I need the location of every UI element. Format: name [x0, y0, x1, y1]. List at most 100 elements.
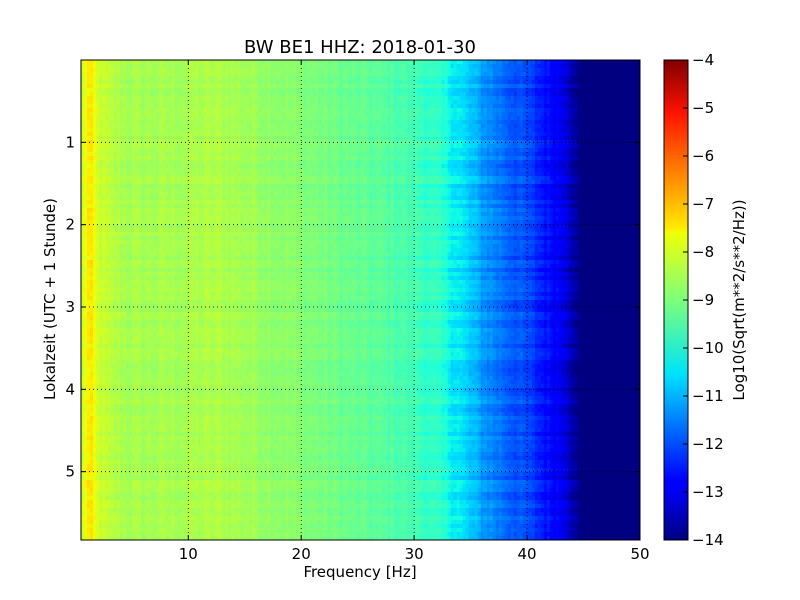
- heatmap-cell: [447, 104, 452, 109]
- heatmap-cell: [225, 88, 229, 93]
- heatmap-cell: [294, 76, 298, 81]
- heatmap-cell: [531, 108, 536, 113]
- heatmap-cell: [372, 92, 377, 97]
- heatmap-cell: [186, 96, 190, 101]
- heatmap-cell: [348, 112, 353, 117]
- heatmap-cell: [393, 64, 398, 69]
- heatmap-cell: [336, 96, 341, 101]
- heatmap-cell: [174, 84, 178, 89]
- heatmap-cell: [576, 124, 581, 129]
- heatmap-cell: [594, 76, 599, 81]
- heatmap-cell: [279, 88, 283, 93]
- heatmap-cell: [198, 76, 202, 81]
- heatmap-cell: [249, 116, 253, 121]
- heatmap-cell: [285, 72, 289, 77]
- heatmap-cell: [162, 72, 166, 77]
- heatmap-cell: [561, 104, 566, 109]
- heatmap-cell: [225, 96, 229, 101]
- heatmap-cell: [147, 80, 151, 85]
- heatmap-cell: [108, 80, 112, 85]
- heatmap-cell: [459, 64, 464, 69]
- heatmap-cell: [222, 92, 226, 97]
- heatmap-cell: [87, 116, 91, 121]
- heatmap-cell: [198, 72, 202, 77]
- heatmap-cell: [312, 72, 317, 77]
- heatmap-cell: [528, 68, 533, 73]
- heatmap-cell: [459, 124, 464, 129]
- heatmap-cell: [111, 76, 115, 81]
- heatmap-cell: [348, 100, 353, 105]
- heatmap-cell: [600, 120, 605, 125]
- heatmap-cell: [144, 120, 148, 125]
- heatmap-cell: [156, 104, 160, 109]
- heatmap-cell: [624, 76, 629, 81]
- heatmap-cell: [480, 72, 485, 77]
- heatmap-cell: [111, 100, 115, 105]
- heatmap-cell: [597, 76, 602, 81]
- heatmap-cell: [204, 124, 208, 129]
- heatmap-cell: [288, 72, 292, 77]
- heatmap-cell: [453, 104, 458, 109]
- heatmap-cell: [606, 96, 611, 101]
- heatmap-cell: [108, 92, 112, 97]
- heatmap-cell: [342, 92, 347, 97]
- heatmap-cell: [510, 124, 515, 129]
- heatmap-cell: [486, 100, 491, 105]
- heatmap-cell: [444, 72, 449, 77]
- heatmap-cell: [387, 88, 392, 93]
- heatmap-cell: [252, 124, 256, 129]
- heatmap-cell: [123, 124, 127, 129]
- heatmap-cell: [123, 116, 127, 121]
- heatmap-cell: [207, 84, 211, 89]
- heatmap-cell: [549, 76, 554, 81]
- heatmap-cell: [501, 88, 506, 93]
- heatmap-cell: [318, 120, 323, 125]
- heatmap-cell: [81, 68, 85, 73]
- heatmap-cell: [282, 112, 286, 117]
- heatmap-cell: [348, 120, 353, 125]
- chart-title: BW BE1 HHZ: 2018-01-30: [244, 37, 476, 58]
- heatmap-cell: [390, 108, 395, 113]
- heatmap-cell: [531, 92, 536, 97]
- heatmap-cell: [273, 116, 277, 121]
- heatmap-cell: [291, 128, 295, 133]
- heatmap-cell: [219, 120, 223, 125]
- heatmap-cell: [342, 104, 347, 109]
- heatmap-cell: [552, 84, 557, 89]
- heatmap-cell: [498, 68, 503, 73]
- heatmap-cell: [453, 92, 458, 97]
- heatmap-cell: [621, 100, 626, 105]
- heatmap-cell: [126, 76, 130, 81]
- heatmap-cell: [216, 92, 220, 97]
- heatmap-cell: [153, 108, 157, 113]
- heatmap-cell: [81, 120, 85, 125]
- heatmap-cell: [120, 92, 124, 97]
- heatmap-cell: [621, 104, 626, 109]
- heatmap-cell: [384, 64, 389, 69]
- heatmap-cell: [477, 84, 482, 89]
- heatmap-cell: [621, 112, 626, 117]
- heatmap-cell: [252, 76, 256, 81]
- heatmap-cell: [171, 112, 175, 117]
- heatmap-cell: [447, 72, 452, 77]
- heatmap-cell: [87, 128, 91, 133]
- heatmap-cell: [180, 80, 184, 85]
- heatmap-area: [81, 60, 640, 540]
- heatmap-cell: [498, 120, 503, 125]
- heatmap-cell: [366, 104, 371, 109]
- heatmap-cell: [204, 104, 208, 109]
- heatmap-cell: [630, 84, 635, 89]
- heatmap-cell: [165, 120, 169, 125]
- heatmap-cell: [606, 112, 611, 117]
- heatmap-cell: [246, 60, 250, 65]
- heatmap-cell: [291, 116, 295, 121]
- heatmap-cell: [144, 108, 148, 113]
- heatmap-cell: [516, 108, 521, 113]
- heatmap-cell: [480, 108, 485, 113]
- heatmap-cell: [618, 108, 623, 113]
- heatmap-cell: [411, 120, 416, 125]
- heatmap-cell: [486, 64, 491, 69]
- heatmap-cell: [192, 80, 196, 85]
- heatmap-cell: [81, 60, 85, 65]
- heatmap-cell: [186, 124, 190, 129]
